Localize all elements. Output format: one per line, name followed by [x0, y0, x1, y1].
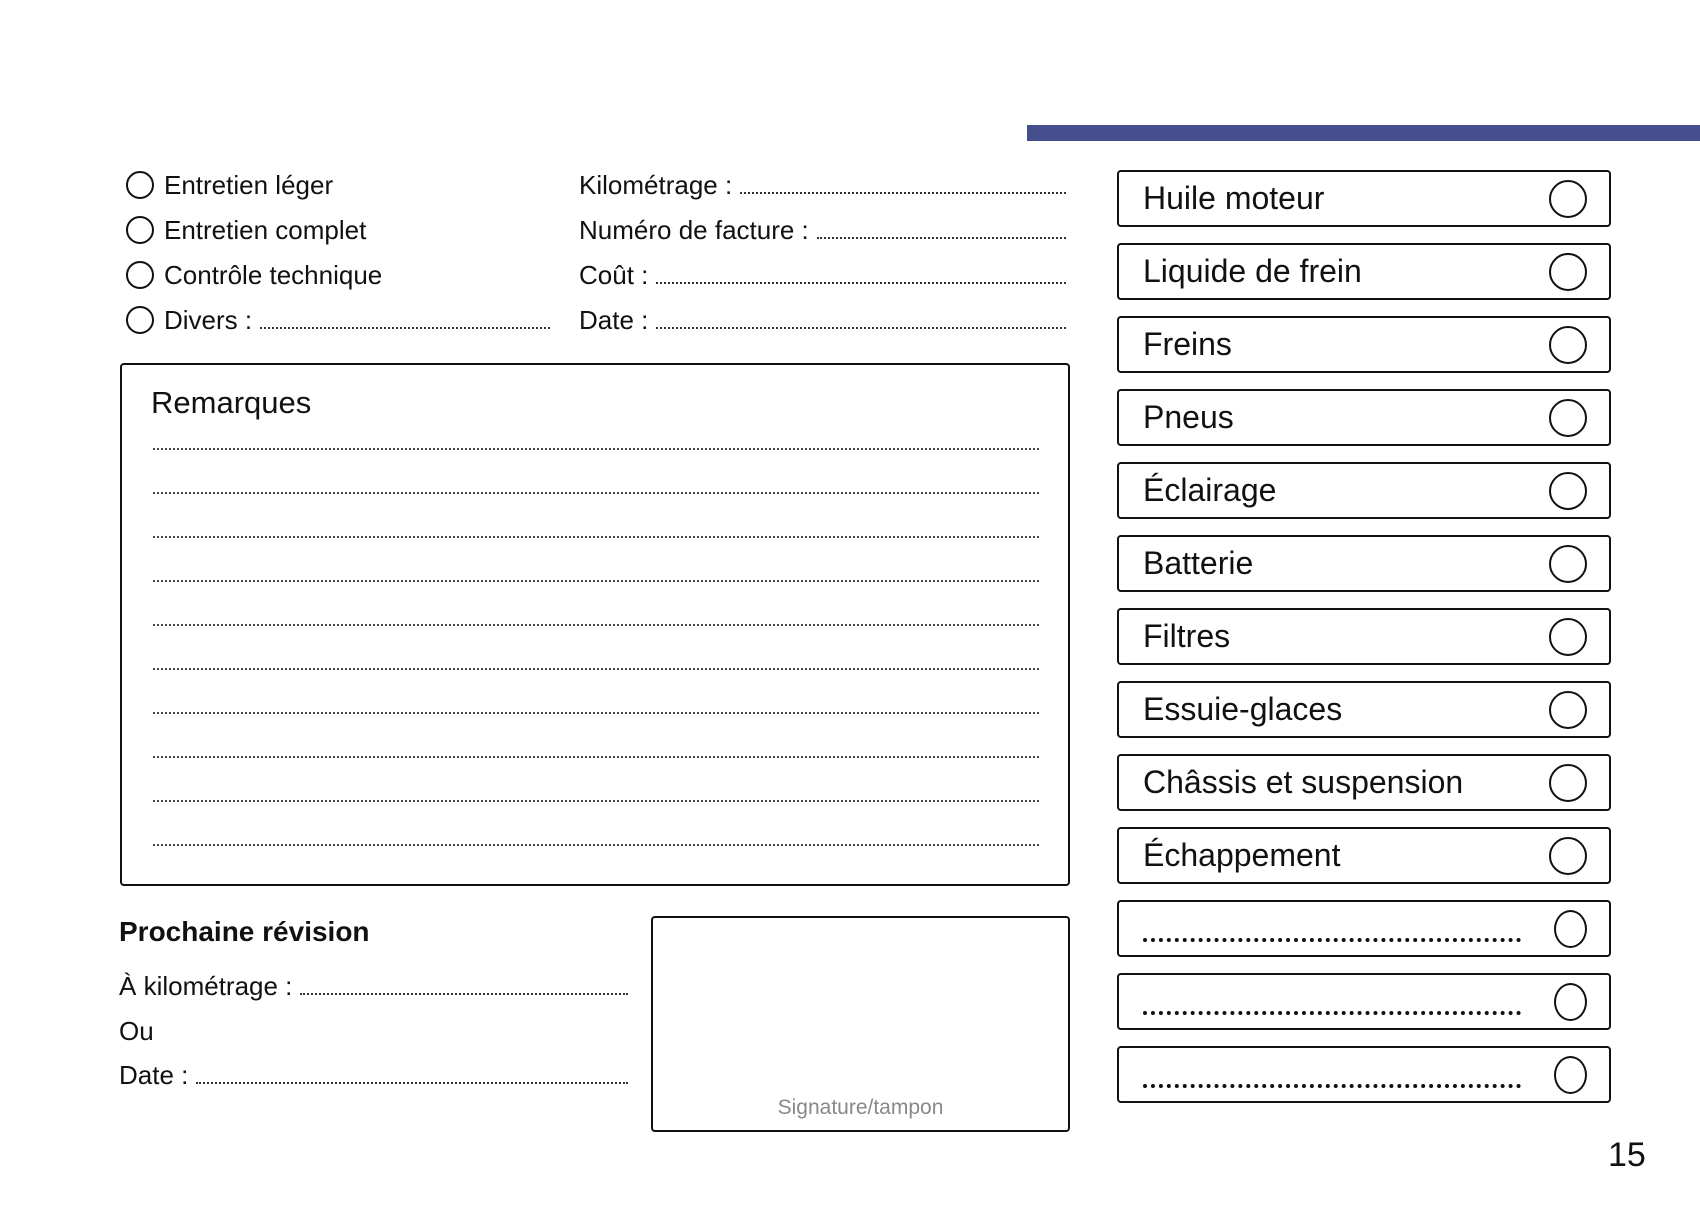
- checklist-item[interactable]: Huile moteur: [1117, 170, 1611, 227]
- remarks-line[interactable]: [153, 580, 1039, 582]
- checklist-label: Filtres: [1143, 618, 1231, 654]
- field-label: Kilométrage :: [579, 169, 733, 200]
- service-type-label: Contrôle technique: [164, 259, 383, 290]
- or-label: Ou: [119, 1015, 154, 1046]
- checklist-blank-line[interactable]: [1143, 916, 1521, 942]
- checklist-label: Freins: [1143, 326, 1232, 362]
- radio-circle-icon[interactable]: [126, 171, 154, 199]
- field-label: Date :: [579, 304, 649, 335]
- remarks-line[interactable]: [153, 492, 1039, 494]
- checkbox-circle-icon[interactable]: [1549, 763, 1587, 802]
- checklist-item[interactable]: [1117, 973, 1611, 1030]
- fill-line[interactable]: [816, 223, 1066, 239]
- remarks-line[interactable]: [153, 536, 1039, 538]
- checklist-label: Pneus: [1143, 399, 1234, 435]
- field-label: Coût :: [579, 259, 649, 290]
- checklist-blank-line[interactable]: [1143, 989, 1521, 1015]
- service-type-option[interactable]: Contrôle technique: [126, 260, 382, 290]
- next-revision-date-label: Date :: [119, 1059, 189, 1090]
- checkbox-circle-icon[interactable]: [1549, 617, 1587, 656]
- next-revision-km-label: À kilométrage :: [119, 970, 293, 1001]
- checklist-item[interactable]: Filtres: [1117, 608, 1611, 665]
- checkbox-circle-icon[interactable]: [1549, 398, 1587, 437]
- radio-circle-icon[interactable]: [126, 261, 154, 289]
- signature-label: Signature/tampon: [777, 1096, 944, 1119]
- checklist-label: Échappement: [1143, 837, 1341, 873]
- checklist-item[interactable]: Échappement: [1117, 827, 1611, 884]
- remarks-line[interactable]: [153, 800, 1039, 802]
- service-type-label: Divers :: [164, 304, 253, 335]
- service-type-label: Entretien léger: [164, 169, 334, 200]
- next-revision-date-field[interactable]: Date :: [119, 1060, 628, 1090]
- checklist-label: Batterie: [1143, 545, 1254, 581]
- form-field[interactable]: Kilométrage :: [579, 170, 1066, 200]
- checklist-item[interactable]: Liquide de frein: [1117, 243, 1611, 300]
- checklist-label: Huile moteur: [1143, 180, 1325, 216]
- service-type-option[interactable]: Divers :: [126, 305, 550, 335]
- next-revision-title: Prochaine révision: [119, 916, 370, 947]
- checkbox-circle-icon[interactable]: [1549, 690, 1587, 729]
- remarks-line[interactable]: [153, 844, 1039, 846]
- checklist-item[interactable]: Freins: [1117, 316, 1611, 373]
- fill-line[interactable]: [656, 313, 1066, 329]
- checklist-blank-line[interactable]: [1143, 1062, 1521, 1088]
- checkbox-circle-icon[interactable]: [1554, 982, 1587, 1021]
- remarks-line[interactable]: [153, 624, 1039, 626]
- checklist-item[interactable]: Essuie-glaces: [1117, 681, 1611, 738]
- checklist-label: Liquide de frein: [1143, 253, 1362, 289]
- remarks-box[interactable]: Remarques: [120, 363, 1070, 886]
- fill-line[interactable]: [196, 1068, 628, 1084]
- remarks-line[interactable]: [153, 712, 1039, 714]
- checklist-item[interactable]: Éclairage: [1117, 462, 1611, 519]
- form-field[interactable]: Coût :: [579, 260, 1066, 290]
- checklist-item[interactable]: Châssis et suspension: [1117, 754, 1611, 811]
- checklist-item[interactable]: Pneus: [1117, 389, 1611, 446]
- checkbox-circle-icon[interactable]: [1549, 252, 1587, 291]
- checklist-item[interactable]: Batterie: [1117, 535, 1611, 592]
- fill-line[interactable]: [300, 979, 628, 995]
- checkbox-circle-icon[interactable]: [1554, 909, 1587, 948]
- remarks-line[interactable]: [153, 668, 1039, 670]
- service-type-option[interactable]: Entretien léger: [126, 170, 333, 200]
- checklist-item[interactable]: [1117, 900, 1611, 957]
- checkbox-circle-icon[interactable]: [1549, 325, 1587, 364]
- checkbox-circle-icon[interactable]: [1554, 1055, 1587, 1094]
- remarks-line[interactable]: [153, 756, 1039, 758]
- remarks-line[interactable]: [153, 448, 1039, 450]
- form-field[interactable]: Numéro de facture :: [579, 215, 1066, 245]
- form-field[interactable]: Date :: [579, 305, 1066, 335]
- field-label: Numéro de facture :: [579, 214, 809, 245]
- radio-circle-icon[interactable]: [126, 306, 154, 334]
- checkbox-circle-icon[interactable]: [1549, 179, 1587, 218]
- checkbox-circle-icon[interactable]: [1549, 544, 1587, 583]
- next-revision-or: Ou: [119, 1016, 628, 1046]
- radio-circle-icon[interactable]: [126, 216, 154, 244]
- next-revision-km-field[interactable]: À kilométrage :: [119, 971, 628, 1001]
- header-accent-bar: [1027, 125, 1700, 141]
- checklist-label: Châssis et suspension: [1143, 764, 1464, 800]
- remarks-title: Remarques: [151, 385, 312, 420]
- page-number: 15: [1608, 1136, 1646, 1174]
- checklist-label: Éclairage: [1143, 472, 1277, 508]
- checklist-label: Essuie-glaces: [1143, 691, 1343, 727]
- checkbox-circle-icon[interactable]: [1549, 836, 1587, 875]
- signature-box[interactable]: Signature/tampon: [651, 916, 1070, 1132]
- service-type-label: Entretien complet: [164, 214, 367, 245]
- fill-line[interactable]: [260, 313, 550, 329]
- checkbox-circle-icon[interactable]: [1549, 471, 1587, 510]
- service-type-option[interactable]: Entretien complet: [126, 215, 366, 245]
- fill-line[interactable]: [740, 178, 1066, 194]
- checklist-item[interactable]: [1117, 1046, 1611, 1103]
- fill-line[interactable]: [656, 268, 1066, 284]
